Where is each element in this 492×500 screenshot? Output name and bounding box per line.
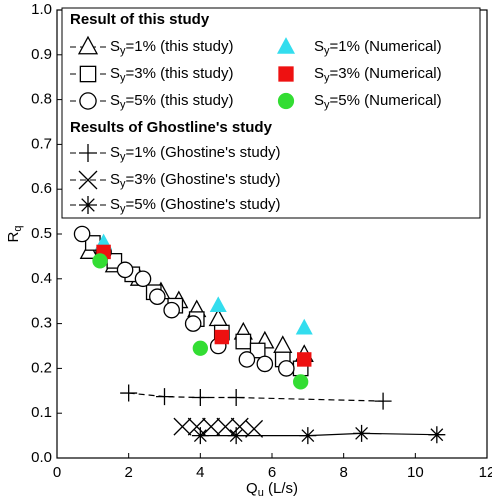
- marker: [277, 37, 295, 54]
- marker: [249, 342, 266, 359]
- y-tick-label: 0.7: [31, 135, 52, 152]
- legend-group-title: Result of this study: [70, 11, 210, 28]
- x-tick-label: 12: [479, 464, 492, 481]
- legend-box: [61, 7, 481, 219]
- y-tick-label: 0.1: [31, 404, 52, 421]
- marker: [156, 388, 173, 406]
- legend-label: Sy=3% (Numerical): [314, 65, 442, 84]
- marker: [163, 301, 180, 319]
- x-tick-label: 8: [339, 464, 347, 481]
- marker: [214, 329, 230, 345]
- marker: [235, 333, 252, 350]
- x-tick-label: 0: [53, 464, 61, 481]
- marker: [374, 392, 392, 410]
- marker: [73, 225, 91, 243]
- marker: [216, 417, 235, 436]
- marker: [134, 270, 152, 288]
- x-tick-label: 10: [407, 464, 424, 481]
- marker: [191, 389, 209, 407]
- legend-label: Sy=5% (this study): [110, 92, 233, 111]
- marker: [79, 144, 97, 162]
- marker: [209, 296, 227, 313]
- y-tick-label: 0.2: [31, 359, 52, 376]
- marker: [277, 92, 295, 110]
- y-tick-label: 0.9: [31, 46, 52, 63]
- marker: [295, 318, 313, 335]
- marker: [297, 352, 312, 367]
- marker: [79, 92, 97, 110]
- marker: [227, 389, 245, 407]
- legend-label: Sy=3% (Ghostine's study): [110, 171, 281, 190]
- y-tick-label: 0.4: [31, 270, 52, 287]
- y-tick-label: 0.5: [31, 225, 52, 242]
- y-tick-label: 0.0: [31, 449, 52, 466]
- legend-label: Sy=1% (Numerical): [314, 38, 442, 57]
- marker: [202, 417, 221, 436]
- marker: [238, 351, 256, 368]
- marker: [77, 35, 99, 55]
- marker: [428, 426, 446, 444]
- legend-label: Sy=5% (Ghostine's study): [110, 196, 281, 215]
- legend-label: Sy=1% (this study): [110, 38, 233, 57]
- marker: [184, 315, 202, 332]
- marker: [273, 335, 293, 354]
- marker: [116, 261, 134, 279]
- y-axis-label: Rq: [5, 226, 24, 243]
- y-tick-label: 0.3: [31, 315, 52, 332]
- y-tick-label: 1.0: [31, 1, 52, 18]
- legend-label: Sy=3% (this study): [110, 65, 233, 84]
- legend-label: Sy=5% (Numerical): [314, 92, 442, 111]
- marker: [187, 417, 206, 436]
- marker: [191, 427, 209, 445]
- marker: [353, 424, 371, 442]
- marker: [120, 384, 138, 402]
- marker: [149, 288, 166, 306]
- legend-group-title: Results of Ghostline's study: [70, 119, 273, 136]
- x-tick-label: 2: [124, 464, 132, 481]
- x-tick-label: 6: [268, 464, 276, 481]
- marker: [299, 427, 317, 445]
- marker: [192, 340, 208, 356]
- marker: [256, 355, 274, 373]
- marker: [278, 66, 294, 82]
- marker: [227, 427, 245, 445]
- y-tick-label: 0.6: [31, 180, 52, 197]
- marker: [293, 374, 309, 390]
- y-tick-label: 0.8: [31, 91, 52, 108]
- x-axis-label: Qu (L/s): [246, 480, 298, 499]
- marker: [208, 308, 228, 327]
- marker: [92, 253, 108, 269]
- x-tick-label: 4: [196, 464, 204, 481]
- legend-label: Sy=1% (Ghostine's study): [110, 144, 281, 163]
- marker: [79, 196, 97, 214]
- marker: [79, 65, 97, 83]
- marker: [78, 170, 98, 190]
- marker: [173, 417, 192, 436]
- marker: [278, 360, 295, 377]
- marker: [245, 419, 264, 438]
